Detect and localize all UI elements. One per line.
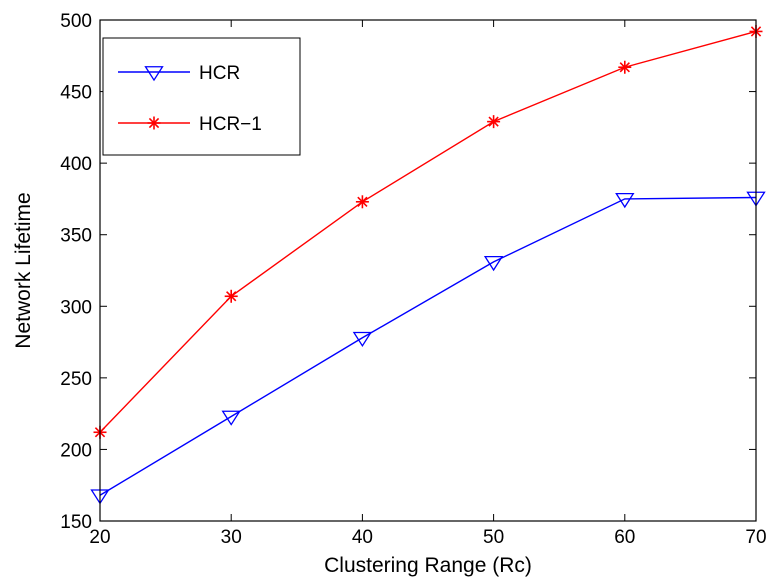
y-tick-label: 450 [60,83,92,104]
legend-marker [144,66,164,82]
x-tick-label: 50 [483,527,504,548]
plot-area-frame [99,19,757,522]
data-point-marker [355,195,369,209]
y-tick-label: 250 [60,369,92,390]
y-tick-label: 200 [60,440,92,461]
x-tick-label: 70 [745,527,766,548]
legend-item: HCR−1 [118,114,262,135]
data-point-marker [221,410,241,426]
series-1 [90,191,766,505]
y-axis-label: Network Lifetime [12,192,35,348]
y-tick-label: 300 [60,297,92,318]
data-point-marker [618,60,632,74]
x-tick-label: 20 [89,527,110,548]
series-line [99,196,757,496]
legend-item: HCR [118,63,240,84]
x-tick-label: 30 [221,527,242,548]
data-point-marker [352,331,373,348]
legend-box [102,37,301,156]
data-point-marker [224,289,238,303]
series-line [99,30,757,433]
legend-items: HCR HCR−1 [118,63,262,135]
x-axis-label: Clustering Range (Rc) [324,554,532,577]
y-tick-label: 350 [60,226,92,247]
legend: HCR HCR−1 [102,37,301,156]
x-tick-label: 60 [614,527,635,548]
data-point-marker [615,193,635,209]
x-tick-label: 40 [352,527,373,548]
legend-label: HCR−1 [199,114,262,135]
tick-labels-layer: 20 30 40 50 60 70 150 200 250 300 350 400 450 500 [60,11,766,548]
y-tick-label: 150 [60,512,92,533]
legend-label: HCR [199,63,240,84]
y-tick-label: 500 [60,11,92,32]
legend-marker [147,116,161,130]
data-point-marker [487,115,501,129]
y-tick-label: 400 [60,154,92,175]
data-point-marker [483,255,504,272]
